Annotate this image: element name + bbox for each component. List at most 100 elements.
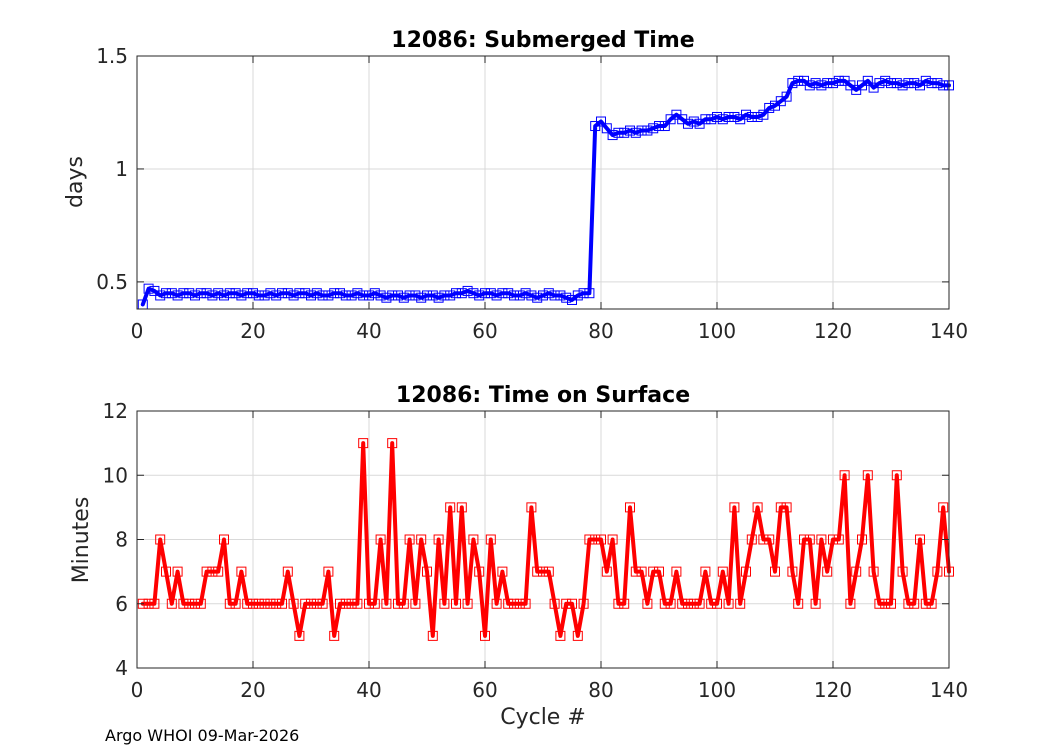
surface-time-data-point xyxy=(364,598,374,609)
surface-time-data-point xyxy=(700,566,711,577)
submerged-time-data-point xyxy=(874,78,885,89)
surface-time-data-point xyxy=(480,630,490,641)
submerged-time-data-point xyxy=(886,78,896,89)
submerged-time-xtick-label: 0 xyxy=(131,319,144,343)
submerged-time-data-point xyxy=(880,75,891,86)
surface-time-data-point xyxy=(584,534,595,545)
submerged-time-data-point xyxy=(155,290,166,301)
surface-time-data-point xyxy=(897,566,908,577)
submerged-time-data-point xyxy=(230,288,241,299)
surface-time-data-point xyxy=(143,598,154,609)
submerged-time-data-point xyxy=(277,288,287,299)
submerged-time-data-point xyxy=(543,288,554,299)
submerged-time-data-point xyxy=(636,125,647,136)
submerged-time-data-point xyxy=(190,290,200,301)
surface-time-data-point xyxy=(236,566,247,577)
surface-time-data-point xyxy=(352,598,363,609)
surface-time-data-point xyxy=(195,598,206,609)
surface-time-data-point xyxy=(178,598,189,609)
submerged-time-data-point xyxy=(271,290,282,301)
submerged-time-data-point xyxy=(369,288,380,299)
submerged-time-data-point xyxy=(491,290,502,301)
surface-time-data-point xyxy=(485,534,496,545)
surface-time-data-point xyxy=(764,534,775,545)
submerged-time-data-point xyxy=(143,283,154,294)
surface-time-data-point xyxy=(833,534,844,545)
submerged-time-data-point xyxy=(456,288,467,299)
surface-time-data-point xyxy=(242,598,253,609)
surface-time-data-point xyxy=(306,598,316,609)
surface-time-data-point xyxy=(683,598,693,609)
submerged-time-panel: 0 20 40 60 80 100 120 140 0.5 1 1.5 12086: Submerg… xyxy=(63,28,968,343)
submerged-time-data-point xyxy=(706,114,717,125)
submerged-time-data-point xyxy=(375,290,386,301)
surface-time-xtick-label: 120 xyxy=(814,678,852,702)
surface-time-data-point xyxy=(201,566,212,577)
surface-time-data-point xyxy=(422,566,432,577)
submerged-time-data-point xyxy=(746,111,757,122)
surface-time-ytick-label: 10 xyxy=(103,463,128,487)
surface-time-data-point xyxy=(207,566,218,577)
submerged-time-data-point xyxy=(410,290,421,301)
surface-time-data-point xyxy=(857,534,867,545)
surface-time-data-point xyxy=(445,502,456,513)
surface-time-data-point xyxy=(311,598,322,609)
submerged-time-data-point xyxy=(572,290,583,301)
submerged-time-data-point xyxy=(607,130,618,141)
surface-time-data-point xyxy=(509,598,519,609)
surface-time-data-point xyxy=(265,598,276,609)
surface-time-data-point xyxy=(503,598,514,609)
surface-time-xtick-label: 60 xyxy=(472,678,497,702)
surface-time-data-point xyxy=(572,630,583,641)
submerged-time-data-point xyxy=(903,78,914,89)
submerged-time-data-point xyxy=(259,290,270,301)
surface-time-data-point xyxy=(630,566,641,577)
submerged-time-data-point xyxy=(433,292,444,303)
surface-time-data-point xyxy=(741,566,751,577)
submerged-time-data-point xyxy=(178,288,189,299)
submerged-time-data-point xyxy=(526,290,537,301)
surface-time-data-point xyxy=(451,598,461,609)
submerged-time-data-point xyxy=(897,80,908,91)
submerged-time-data-point xyxy=(549,290,560,301)
submerged-time-data-point xyxy=(804,80,815,91)
submerged-time-data-point xyxy=(503,288,514,299)
submerged-time-data-point xyxy=(619,127,630,138)
surface-time-data-point xyxy=(688,598,699,609)
submerged-time-data-point xyxy=(752,111,763,122)
submerged-time-data-point xyxy=(236,290,247,301)
surface-time-data-point xyxy=(932,566,943,577)
submerged-time-data-point xyxy=(184,288,195,299)
submerged-time-data-point xyxy=(381,292,392,303)
submerged-time-data-point xyxy=(462,285,473,296)
surface-time-data-point xyxy=(665,598,676,609)
surface-time-data-point xyxy=(758,534,769,545)
submerged-time-data-point xyxy=(166,288,177,299)
surface-time-xtick-label: 80 xyxy=(588,678,613,702)
surface-time-xtick-label: 20 xyxy=(240,678,265,702)
surface-time-data-point xyxy=(880,598,891,609)
submerged-time-data-point xyxy=(253,290,264,301)
submerged-time-data-point xyxy=(416,292,427,303)
submerged-time-data-point xyxy=(717,114,728,125)
surface-time-data-point xyxy=(596,534,606,545)
surface-time-data-point xyxy=(915,534,925,545)
surface-time-data-point xyxy=(926,598,937,609)
submerged-time-data-point xyxy=(311,288,322,299)
surface-time-data-point xyxy=(613,598,624,609)
submerged-time-data-point xyxy=(213,288,224,299)
surface-time-data-point xyxy=(543,566,554,577)
surface-time-data-point xyxy=(387,438,398,449)
submerged-time-data-point xyxy=(172,290,183,301)
surface-time-data-point xyxy=(456,502,467,513)
surface-time-data-point xyxy=(497,566,508,577)
surface-time-ylabel: Minutes xyxy=(69,497,94,584)
surface-time-data-point xyxy=(514,598,525,609)
surface-time-data-point xyxy=(886,598,896,609)
submerged-time-data-point xyxy=(538,290,548,301)
surface-time-data-point xyxy=(717,566,728,577)
surface-time-data-point xyxy=(253,598,264,609)
submerged-time-data-point xyxy=(833,75,844,86)
submerged-time-data-point xyxy=(294,288,305,299)
submerged-time-data-point xyxy=(654,121,664,132)
